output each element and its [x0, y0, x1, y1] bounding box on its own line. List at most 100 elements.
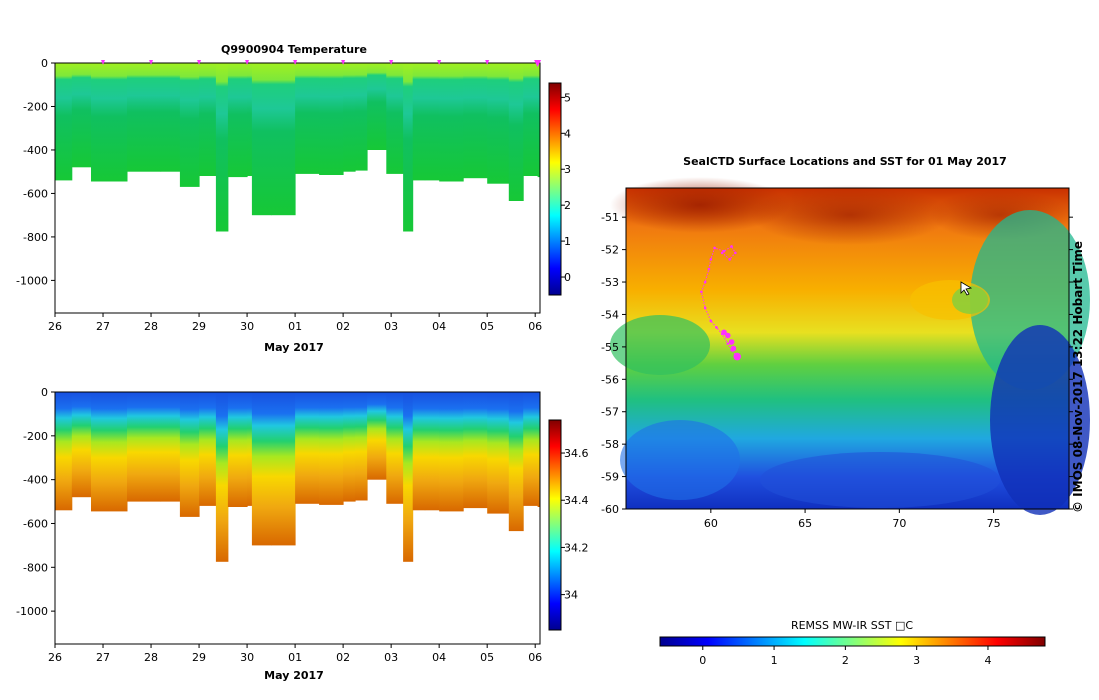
profile-column [386, 63, 404, 174]
profile-column [227, 392, 248, 507]
x-tick-label: 30 [240, 320, 254, 333]
sst-map-y-axis: -51 -52 -53 -54 -55 -56 -57 -58 -59 -60 [601, 211, 1073, 516]
profile-column [71, 63, 92, 168]
profile-column [355, 63, 368, 171]
map-y-tick-label: -55 [601, 341, 619, 354]
surface-marker [149, 60, 154, 65]
sst-colorbar-ticks: 0 1 2 3 4 [699, 646, 991, 667]
colorbar-tick-label: 4 [564, 127, 571, 140]
surface-marker [389, 60, 394, 65]
map-x-tick-label: 60 [704, 517, 718, 530]
x-tick-label: 06 [528, 320, 542, 333]
map-y-tick-label: -58 [601, 438, 619, 451]
x-tick-label: 01 [288, 320, 302, 333]
profile-column [523, 63, 539, 176]
colorbar-tick-label: 0 [564, 271, 571, 284]
map-x-tick-label: 70 [892, 517, 906, 530]
track-point [730, 245, 733, 248]
track-point [734, 251, 737, 255]
cursor-icon [960, 281, 973, 296]
track-large-marker [733, 352, 742, 361]
profile-column [251, 63, 272, 216]
salinity-colorbar [548, 419, 562, 631]
sst-colorbar-tick-label: 2 [842, 654, 849, 667]
x-tick-label: 26 [48, 320, 62, 333]
profile-column [412, 392, 426, 511]
map-y-tick-label: -53 [601, 276, 619, 289]
profile-column [199, 392, 217, 506]
profile-column [179, 63, 200, 187]
sst-field [610, 177, 1090, 515]
profile-column [271, 392, 296, 546]
track-point [707, 267, 711, 271]
surface-marker [485, 60, 490, 65]
y-tick-label: -400 [23, 144, 48, 157]
surface-marker [245, 60, 250, 65]
profile-column [251, 392, 272, 546]
y-tick-label: -1000 [16, 274, 48, 287]
colorbar-tick-label: 34.6 [564, 447, 589, 460]
sst-map-frame [625, 187, 1070, 510]
track-point [722, 249, 726, 253]
x-tick-label: 28 [144, 651, 158, 664]
surface-marker [437, 60, 442, 65]
profile-column [319, 392, 344, 505]
track-large-marker [724, 332, 731, 339]
profile-column [403, 63, 414, 232]
sst-colorbar-tick-label: 1 [771, 654, 778, 667]
surface-marker [197, 60, 202, 65]
track-point [713, 246, 716, 250]
profile-column [71, 392, 92, 498]
temperature-surface-markers [101, 60, 542, 67]
y-tick-label: -800 [23, 231, 48, 244]
map-y-tick-label: -60 [601, 503, 619, 516]
profile-column [463, 392, 488, 509]
sst-colorbar-tick-label: 3 [913, 654, 920, 667]
profile-column [343, 392, 356, 502]
profile-column [247, 392, 253, 506]
profile-column [247, 63, 253, 176]
map-y-tick-label: -52 [601, 244, 619, 257]
y-tick-label: -600 [23, 517, 48, 530]
imos-credit: © IMOS 08-Nov-2017 13:22 Hobart Time [1071, 241, 1085, 513]
x-tick-label: 29 [192, 320, 206, 333]
track-point [703, 280, 707, 284]
profile-column [55, 63, 73, 181]
temperature-profiles [55, 63, 540, 232]
x-tick-label: 28 [144, 320, 158, 333]
sst-map-x-axis: 60 65 70 75 [704, 509, 1001, 530]
map-x-tick-label: 75 [987, 517, 1001, 530]
profile-column [439, 392, 464, 512]
profile-column [127, 392, 162, 502]
map-y-tick-label: -59 [601, 471, 619, 484]
x-tick-label: 05 [480, 320, 494, 333]
profile-column [215, 392, 229, 562]
profile-column [463, 63, 488, 179]
x-tick-label: 06 [528, 651, 542, 664]
colorbar-tick-label: 1 [564, 235, 571, 248]
colorbar-tick-label: 5 [564, 91, 571, 104]
map-y-tick-label: -54 [601, 308, 619, 321]
colorbar-tick-label: 3 [564, 163, 571, 176]
sst-colorbar-tick-label: 0 [699, 654, 706, 667]
profile-column [386, 392, 404, 504]
track-point [709, 319, 713, 323]
x-tick-label: 01 [288, 651, 302, 664]
colorbar-tick-label: 34.2 [564, 541, 589, 554]
profile-column [91, 63, 128, 182]
sst-colorbar-tick-label: 4 [984, 654, 991, 667]
x-tick-label: 27 [96, 651, 110, 664]
profile-column [439, 63, 464, 182]
track-point [709, 258, 713, 261]
temperature-axes-frame [54, 62, 541, 314]
salinity-x-axis: 26 27 28 29 30 01 02 03 04 05 06 [48, 644, 542, 664]
track-large-marker [728, 339, 735, 345]
temperature-xlabel: May 2017 [264, 341, 324, 354]
map-x-tick-label: 65 [798, 517, 812, 530]
profile-column [295, 63, 320, 174]
y-tick-label: -800 [23, 561, 48, 574]
profile-column [508, 63, 524, 201]
salinity-axes-frame [54, 391, 541, 645]
map-y-tick-label: -56 [601, 373, 619, 386]
